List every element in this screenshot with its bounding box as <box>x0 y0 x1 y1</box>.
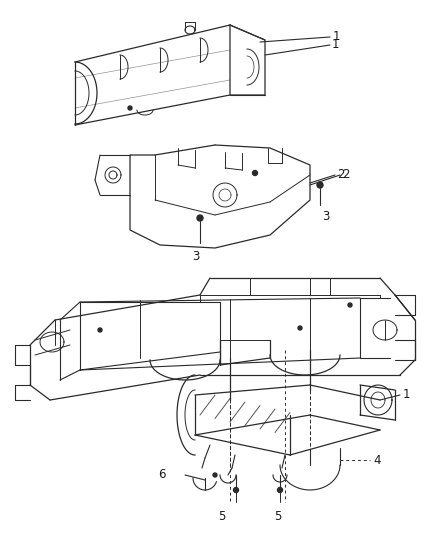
Circle shape <box>278 488 283 492</box>
Circle shape <box>317 182 323 188</box>
Circle shape <box>233 488 239 492</box>
Text: 1: 1 <box>332 37 339 51</box>
Text: 2: 2 <box>342 168 350 182</box>
Text: 1: 1 <box>403 389 410 401</box>
Text: 4: 4 <box>373 454 381 466</box>
Circle shape <box>197 215 203 221</box>
Circle shape <box>298 326 302 330</box>
Circle shape <box>348 303 352 307</box>
Text: 1: 1 <box>333 30 340 44</box>
Text: 5: 5 <box>274 510 282 523</box>
Text: 5: 5 <box>218 510 226 523</box>
Circle shape <box>128 106 132 110</box>
Circle shape <box>98 328 102 332</box>
Text: 3: 3 <box>192 250 200 263</box>
Circle shape <box>252 171 258 175</box>
Circle shape <box>213 473 217 477</box>
Text: 6: 6 <box>158 467 166 481</box>
Text: 3: 3 <box>322 210 329 223</box>
Text: 2: 2 <box>337 168 345 182</box>
